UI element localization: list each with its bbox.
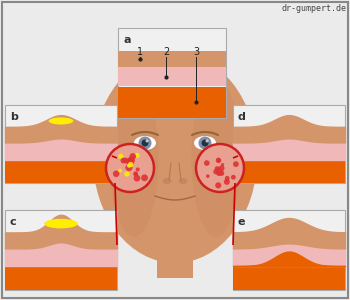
Circle shape bbox=[216, 158, 221, 162]
Circle shape bbox=[124, 171, 130, 177]
Ellipse shape bbox=[110, 79, 159, 237]
Circle shape bbox=[233, 161, 239, 167]
Circle shape bbox=[126, 158, 134, 166]
Ellipse shape bbox=[141, 140, 148, 146]
Ellipse shape bbox=[162, 178, 172, 184]
Bar bbox=[233, 105, 345, 183]
Circle shape bbox=[134, 172, 138, 176]
Ellipse shape bbox=[44, 219, 78, 228]
Text: 1: 1 bbox=[137, 47, 143, 57]
Text: dr-gumpert.de: dr-gumpert.de bbox=[281, 4, 346, 13]
Circle shape bbox=[206, 174, 210, 178]
Ellipse shape bbox=[178, 178, 188, 184]
Circle shape bbox=[128, 162, 133, 167]
Circle shape bbox=[219, 171, 224, 176]
Ellipse shape bbox=[49, 118, 73, 124]
Circle shape bbox=[134, 175, 140, 181]
Text: d: d bbox=[238, 112, 246, 122]
Circle shape bbox=[216, 170, 222, 176]
Bar bbox=[5, 160, 117, 183]
Circle shape bbox=[133, 171, 138, 176]
Circle shape bbox=[204, 160, 210, 166]
Bar bbox=[118, 86, 226, 118]
Circle shape bbox=[196, 144, 244, 192]
Bar bbox=[233, 160, 345, 183]
Circle shape bbox=[127, 157, 135, 164]
Circle shape bbox=[215, 182, 221, 188]
Bar bbox=[157, 243, 193, 278]
Circle shape bbox=[130, 153, 136, 160]
Circle shape bbox=[123, 158, 129, 164]
Circle shape bbox=[118, 154, 124, 159]
Bar bbox=[118, 28, 226, 118]
Circle shape bbox=[221, 163, 224, 166]
Text: c: c bbox=[10, 217, 17, 227]
Circle shape bbox=[219, 165, 225, 171]
Text: b: b bbox=[10, 112, 18, 122]
Text: 2: 2 bbox=[163, 47, 169, 57]
Bar bbox=[233, 210, 345, 290]
Circle shape bbox=[224, 179, 230, 185]
Ellipse shape bbox=[134, 136, 156, 150]
Ellipse shape bbox=[194, 136, 216, 150]
Circle shape bbox=[225, 176, 230, 181]
Circle shape bbox=[141, 174, 148, 181]
Ellipse shape bbox=[202, 140, 209, 146]
Bar bbox=[118, 67, 226, 86]
Circle shape bbox=[136, 167, 140, 172]
Ellipse shape bbox=[205, 140, 209, 142]
Ellipse shape bbox=[146, 140, 148, 142]
Circle shape bbox=[217, 167, 221, 171]
Bar bbox=[5, 210, 117, 290]
Circle shape bbox=[120, 158, 126, 164]
Circle shape bbox=[231, 175, 236, 180]
Ellipse shape bbox=[90, 145, 100, 161]
Bar bbox=[5, 266, 117, 290]
Ellipse shape bbox=[198, 136, 211, 149]
Bar bbox=[5, 105, 117, 183]
Ellipse shape bbox=[250, 145, 260, 161]
Ellipse shape bbox=[93, 53, 257, 263]
Circle shape bbox=[127, 164, 131, 168]
Circle shape bbox=[213, 169, 219, 175]
Circle shape bbox=[106, 144, 154, 192]
Bar bbox=[233, 266, 345, 290]
Ellipse shape bbox=[246, 140, 264, 166]
Circle shape bbox=[216, 158, 221, 163]
Text: 3: 3 bbox=[193, 47, 199, 57]
Circle shape bbox=[118, 169, 122, 172]
Text: a: a bbox=[123, 35, 131, 45]
Circle shape bbox=[125, 164, 133, 171]
Text: e: e bbox=[238, 217, 245, 227]
Ellipse shape bbox=[191, 79, 240, 237]
Bar bbox=[118, 50, 226, 67]
Ellipse shape bbox=[139, 136, 152, 149]
Circle shape bbox=[113, 170, 119, 177]
Circle shape bbox=[215, 166, 220, 171]
Circle shape bbox=[135, 153, 140, 158]
Ellipse shape bbox=[86, 140, 104, 166]
